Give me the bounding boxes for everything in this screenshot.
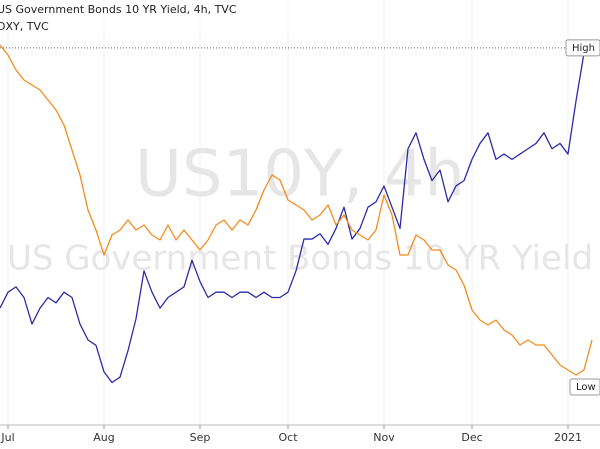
series-line [0,47,593,384]
x-tick-label: Dec [461,431,482,444]
header-bg [0,0,330,36]
plot [0,44,593,384]
x-tick-label: Oct [278,431,298,444]
x-tick-label: Aug [93,431,114,444]
x-tick-label: Nov [373,431,395,444]
series-title: US Government Bonds 10 YR Yield, 4h, TVC [0,3,237,16]
x-tick-label: 2021 [554,431,582,444]
high-box [565,39,600,57]
series-title: DXY, TVC [0,20,49,33]
high-label: High [572,43,595,54]
series-line [0,44,593,376]
watermark: US Government Bonds 10 YR Yield [7,239,593,279]
low-label: Low [576,382,596,393]
low-box [569,378,600,396]
x-tick-label: Jul [0,431,14,444]
watermark: US10Y, 4h [135,138,465,212]
x-tick-label: Sep [190,431,211,444]
grid [7,0,569,425]
